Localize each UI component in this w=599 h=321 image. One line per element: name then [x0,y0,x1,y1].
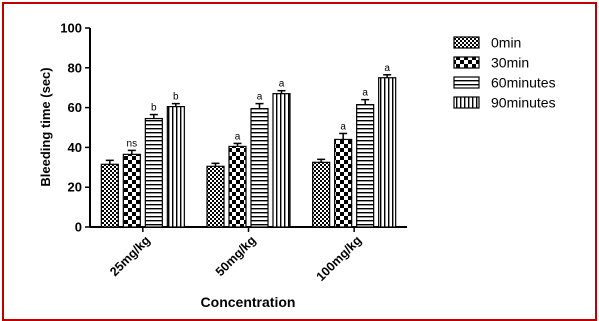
bar [228,145,247,228]
legend-swatch [453,36,480,49]
bar [122,153,141,228]
legend-swatch [453,76,480,89]
legend-label: 0min [491,35,521,51]
y-tick-label: 20 [68,180,82,195]
bar-chart: 0 20 40 60 80 100 25mg/kg 50mg/kg 100mg/kg ns b b a… [38,21,556,311]
bar [144,117,163,228]
significance-label: a [384,63,390,74]
significance-label: a [362,88,368,99]
bar [206,165,225,228]
y-tick-label: 100 [60,21,82,36]
x-tick-label: 100mg/kg [314,233,365,284]
significance-label: b [173,92,179,103]
bar [166,106,185,228]
bar [378,77,397,228]
bar [312,161,331,228]
bar [356,104,375,228]
significance-label: b [151,103,157,114]
x-tick-label: 25mg/kg [107,233,153,279]
bar [100,163,119,228]
legend-label: 90minutes [491,95,556,111]
x-axis-label: Concentration [201,294,296,310]
bars: ns b b a a a a a a [100,63,397,228]
y-tick-label: 40 [68,140,82,155]
legend-swatch [453,56,480,69]
x-tick-label: 50mg/kg [213,233,259,279]
y-tick-label: 0 [75,220,82,235]
bar [250,107,269,228]
y-axis-label: Bleeding time (sec) [38,67,53,186]
significance-label: ns [127,138,138,149]
significance-label: a [235,131,241,142]
bar [334,138,353,228]
y-tick-label: 80 [68,60,82,75]
legend-swatch [453,96,480,109]
y-tick-label: 60 [68,100,82,115]
significance-label: a [279,79,285,90]
legend-label: 30min [491,55,529,71]
significance-label: a [340,121,346,132]
bar [272,93,291,228]
legend-label: 60minutes [491,75,556,91]
significance-label: a [257,92,263,103]
legend: 0min 30min 60minutes 90minutes [453,35,556,111]
